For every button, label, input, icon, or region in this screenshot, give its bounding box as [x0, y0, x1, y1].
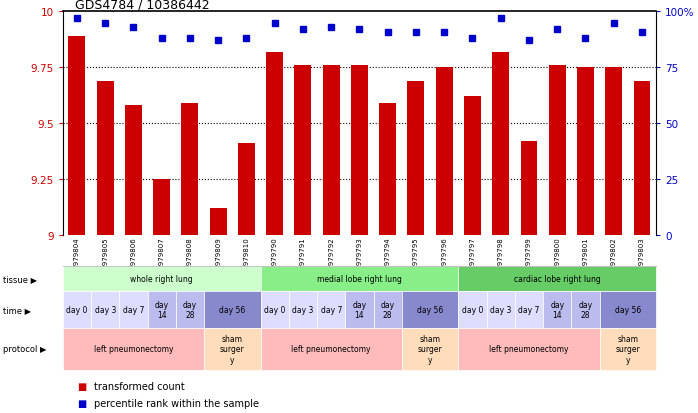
- Bar: [549, 66, 565, 235]
- Text: day 56: day 56: [615, 305, 641, 314]
- Bar: [209, 209, 227, 235]
- Text: medial lobe right lung: medial lobe right lung: [317, 274, 402, 283]
- Bar: [436, 68, 453, 235]
- Bar: [408, 81, 424, 235]
- Text: percentile rank within the sample: percentile rank within the sample: [94, 398, 259, 408]
- Text: day 0: day 0: [264, 305, 285, 314]
- Text: day 7: day 7: [519, 305, 540, 314]
- Bar: [125, 106, 142, 235]
- Text: day 0: day 0: [66, 305, 88, 314]
- Bar: [97, 81, 114, 235]
- Text: GDS4784 / 10386442: GDS4784 / 10386442: [75, 0, 209, 11]
- Text: ■: ■: [77, 398, 86, 408]
- Text: sham
surger
y: sham surger y: [220, 334, 245, 364]
- Text: day 7: day 7: [320, 305, 342, 314]
- Text: day 3: day 3: [292, 305, 313, 314]
- Text: day 56: day 56: [219, 305, 246, 314]
- Text: sham
surger
y: sham surger y: [417, 334, 443, 364]
- Bar: [464, 97, 481, 235]
- Text: day 56: day 56: [417, 305, 443, 314]
- Bar: [351, 66, 368, 235]
- Bar: [379, 104, 396, 235]
- Text: day
28: day 28: [380, 300, 395, 319]
- Text: day 3: day 3: [94, 305, 116, 314]
- Bar: [266, 52, 283, 235]
- Bar: [181, 104, 198, 235]
- Bar: [521, 142, 537, 235]
- Text: cardiac lobe right lung: cardiac lobe right lung: [514, 274, 600, 283]
- Bar: [577, 68, 594, 235]
- Bar: [295, 66, 311, 235]
- Bar: [154, 180, 170, 235]
- Text: day
14: day 14: [155, 300, 169, 319]
- Text: day
14: day 14: [352, 300, 366, 319]
- Text: protocol ▶: protocol ▶: [3, 344, 47, 354]
- Text: left pneumonectomy: left pneumonectomy: [292, 344, 371, 354]
- Bar: [634, 81, 651, 235]
- Text: day 7: day 7: [123, 305, 144, 314]
- Text: ■: ■: [77, 381, 86, 391]
- Bar: [68, 37, 85, 235]
- Text: day 3: day 3: [490, 305, 512, 314]
- Text: whole right lung: whole right lung: [131, 274, 193, 283]
- Text: day 0: day 0: [462, 305, 483, 314]
- Bar: [605, 68, 622, 235]
- Text: day
14: day 14: [550, 300, 564, 319]
- Text: left pneumonectomy: left pneumonectomy: [94, 344, 173, 354]
- Bar: [238, 144, 255, 235]
- Text: transformed count: transformed count: [94, 381, 185, 391]
- Bar: [322, 66, 340, 235]
- Text: time ▶: time ▶: [3, 305, 31, 314]
- Text: sham
surger
y: sham surger y: [616, 334, 640, 364]
- Text: day
28: day 28: [183, 300, 197, 319]
- Text: day
28: day 28: [579, 300, 593, 319]
- Text: tissue ▶: tissue ▶: [3, 274, 38, 283]
- Text: left pneumonectomy: left pneumonectomy: [489, 344, 569, 354]
- Bar: [492, 52, 510, 235]
